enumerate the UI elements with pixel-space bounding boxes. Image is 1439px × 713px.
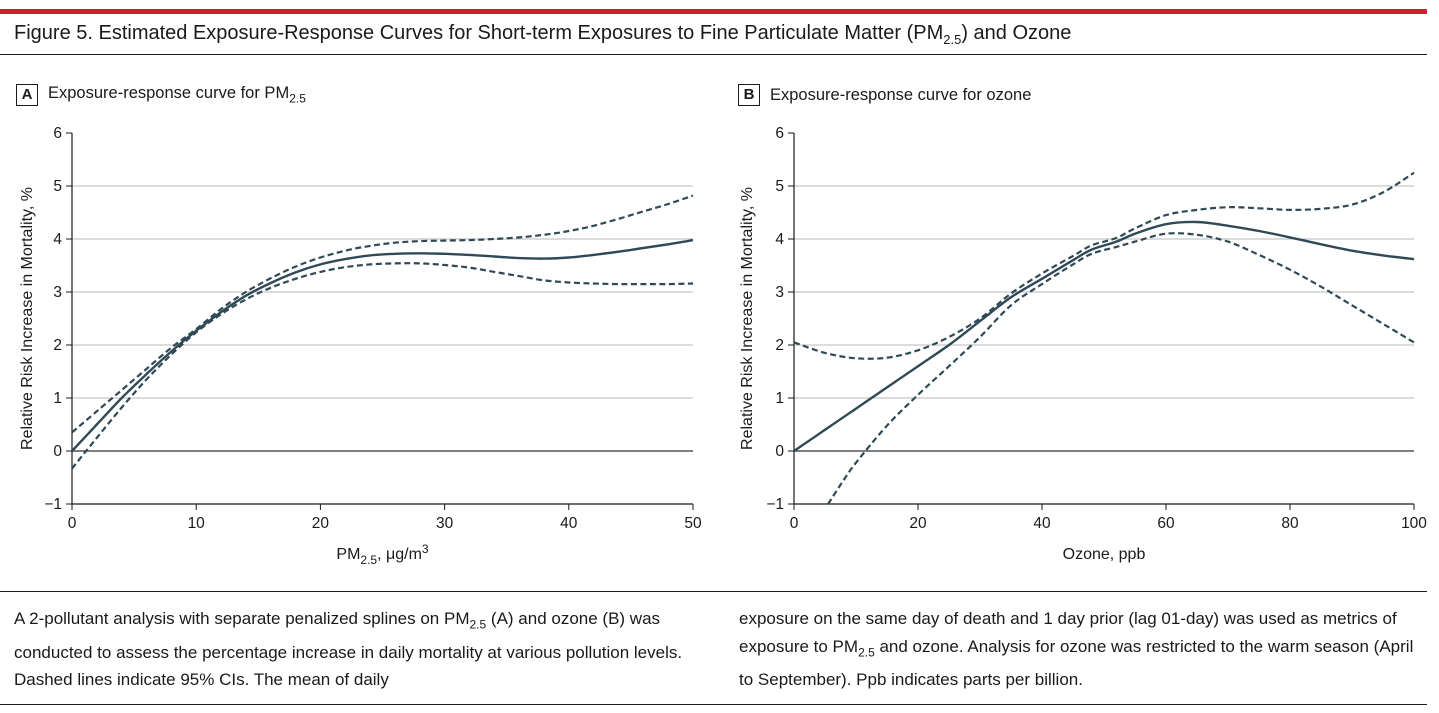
panel-a-y-tick-label: 2 [53,337,62,354]
bottom-divider [0,704,1427,705]
panel-b-x-tick-label: 80 [1281,515,1299,532]
panel-b-header: B Exposure-response curve for ozone [738,84,1031,106]
panel-a-y-axis-label: Relative Risk Increase in Mortality, % [19,187,36,450]
figure-title: Figure 5. Estimated Exposure-Response Cu… [14,22,1072,47]
panel-a-y-tick-label: 3 [53,284,62,301]
panel-a-header: A Exposure-response curve for PM2.5 [16,84,306,106]
panel-a-x-tick-label: 10 [188,515,206,532]
panel-b-letter: B [738,84,760,106]
panel-a-y-tick-label: 0 [53,443,62,460]
caption-right: exposure on the same day of death and 1 … [739,609,1414,690]
panel-b-x-tick-label: 20 [909,515,927,532]
panel-a-y-tick-label: −1 [44,496,62,513]
panel-b-estimate-line [793,220,1415,452]
panel-b-x-tick-label: 40 [1033,515,1051,532]
top-accent-bar [0,9,1427,14]
panel-a-ci-line-2 [71,262,694,470]
panel-a-x-tick-label: 20 [312,515,330,532]
panel-a-x-axis-label: PM2.5, μg/m3 [336,542,428,567]
panel-a-x-tick-label: 50 [684,515,702,532]
panel-a-y-tick-label: 5 [53,178,62,195]
panel-b-title: Exposure-response curve for ozone [770,85,1032,104]
panel-b-y-tick-label: 1 [775,390,784,407]
panel-b-x-tick-label: 60 [1157,515,1175,532]
panel-a-x-tick-label: 40 [560,515,578,532]
panel-b-x-axis-label: Ozone, ppb [1063,546,1146,563]
panel-b-x-tick-label: 0 [790,515,799,532]
panel-a-ci-line-1 [71,194,694,434]
panel-b-y-tick-label: 5 [775,178,784,195]
title-divider [0,54,1427,55]
panel-a-letter: A [16,84,38,106]
caption-left: A 2-pollutant analysis with separate pen… [14,609,683,690]
panel-b-y-axis-label: Relative Risk Increase in Mortality, % [739,187,756,450]
panel-b-ci-line-2 [827,232,1415,505]
panel-a-title: Exposure-response curve for PM2.5 [48,84,306,106]
panel-b-y-tick-label: −1 [766,496,784,513]
panel-a-x-tick-label: 30 [436,515,454,532]
panel-b-y-tick-label: 2 [775,337,784,354]
panel-b-ci-line-1 [793,171,1415,360]
panel-a-y-tick-label: 1 [53,390,62,407]
panel-a-y-tick-label: 6 [53,125,62,142]
panel-b-y-tick-label: 6 [775,125,784,142]
panel-b-y-tick-label: 0 [775,443,784,460]
panel-b-y-tick-label: 4 [775,231,784,248]
panel-b-x-tick-label: 100 [1401,515,1427,532]
panel-b-y-tick-label: 3 [775,284,784,301]
panel-a-estimate-line [71,238,694,452]
panel-a-x-tick-label: 0 [68,515,77,532]
panel-a-y-tick-label: 4 [53,231,62,248]
caption-divider [0,591,1427,592]
